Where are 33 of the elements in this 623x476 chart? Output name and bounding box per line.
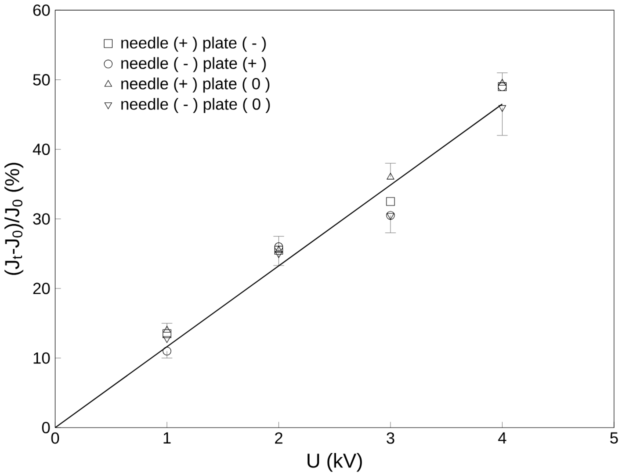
point (274, 246, 284, 254)
point (386, 172, 394, 180)
point (274, 242, 284, 251)
y-axis-title: (J$_{t}$-J$_{0}$)/J$_{0}$ (%) (4, 162, 24, 275)
point (498, 78, 506, 86)
point (386, 210, 395, 220)
legend-label: needle ( - ) plate (+ ) (121, 57, 266, 72)
point (498, 105, 506, 112)
x-tick-label: 2 (275, 432, 282, 444)
y-tick-label: 10 (34, 352, 50, 364)
legend-label: needle (+ ) plate ( - ) (121, 36, 266, 52)
y-tick-label: 50 (33, 74, 50, 86)
point (163, 326, 171, 332)
y-tick-label: 30 (33, 213, 50, 224)
y-tick-label: 60 (33, 4, 50, 16)
x-tick-label: 3 (386, 432, 394, 444)
legend-label: needle ( - ) plate ( 0 ) (121, 98, 270, 113)
x-tick-label: 0 (51, 432, 60, 444)
point (274, 251, 282, 258)
x-tick-label: 4 (498, 432, 506, 444)
point (162, 329, 172, 338)
point (162, 346, 172, 356)
point (386, 213, 394, 220)
x-tick-label: 1 (164, 432, 171, 444)
x-tick-label: 5 (610, 432, 618, 444)
legend-label: needle (+ ) plate ( 0 ) (121, 77, 270, 92)
y-tick-label: 20 (33, 282, 50, 294)
point (163, 336, 171, 343)
point (274, 246, 282, 252)
y-tick-label: 0 (42, 422, 50, 434)
x-axis-title: U (kV) (308, 452, 362, 472)
y-tick-label: 40 (32, 144, 50, 155)
point (386, 197, 395, 206)
